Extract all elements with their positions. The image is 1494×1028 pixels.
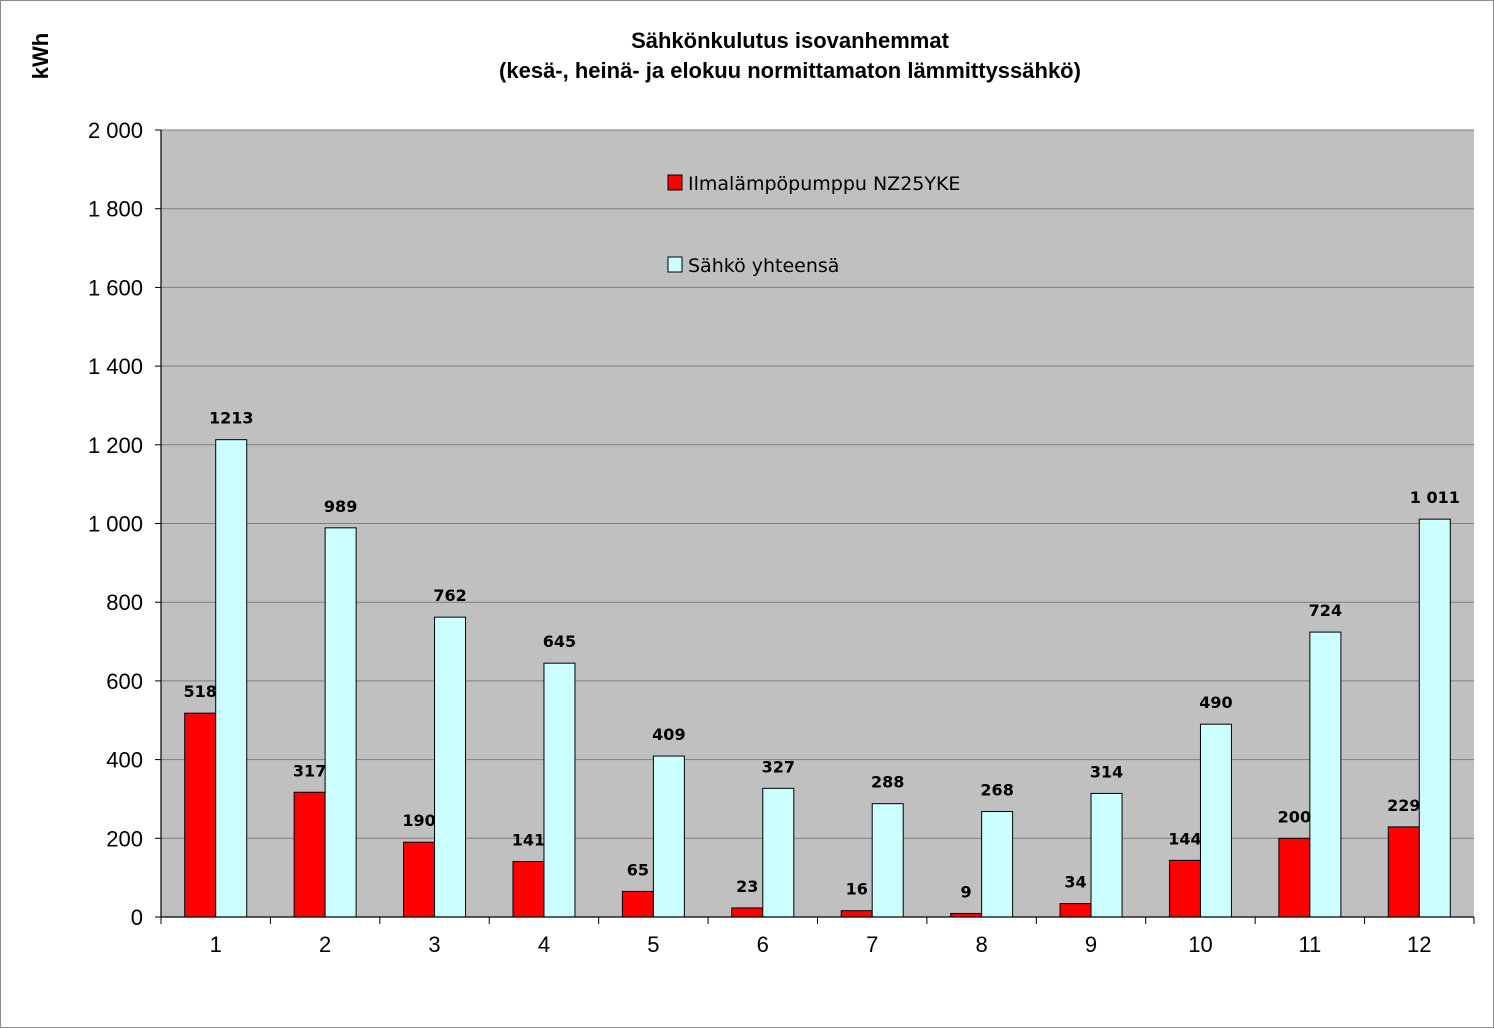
bar-ilmalampopumppu — [512, 861, 545, 918]
x-tick-label: 9 — [1085, 932, 1097, 957]
data-label: 317 — [293, 761, 326, 780]
legend-label-sahko-yhteensa: Sähkö yhteensä — [688, 255, 839, 277]
chart-title: Sähkönkulutus isovanhemmat — [631, 28, 950, 53]
data-label: 16 — [846, 880, 868, 899]
data-label: 1213 — [209, 409, 254, 428]
y-tick-label: 0 — [131, 905, 143, 930]
y-tick-label: 1 800 — [88, 197, 143, 222]
bar-ilmalampopumppu — [293, 791, 326, 918]
axes — [155, 129, 1475, 924]
bar-sahko-yhteensa — [981, 811, 1014, 918]
y-tick-label: 400 — [106, 748, 143, 773]
bar-ilmalampopumppu — [1387, 826, 1420, 918]
data-label: 314 — [1090, 762, 1123, 781]
x-tick-label: 11 — [1298, 932, 1321, 957]
data-label: 268 — [980, 781, 1013, 800]
y-tick-labels: 0 200 400 600 800 1 000 1 200 1 400 1 600 1 800 2 … — [88, 118, 143, 930]
data-label: 645 — [543, 632, 576, 651]
x-tick-label: 10 — [1188, 932, 1212, 957]
x-tick-label: 6 — [757, 932, 769, 957]
legend-swatch-ilmalampopumppu — [667, 174, 683, 191]
bar-ilmalampopumppu — [621, 890, 654, 918]
x-tick-label: 5 — [647, 932, 659, 957]
x-tick-label: 4 — [538, 932, 550, 957]
data-label: 724 — [1309, 601, 1342, 620]
data-label: 490 — [1199, 693, 1232, 712]
y-tick-label: 1 000 — [88, 512, 143, 537]
data-label: 288 — [871, 773, 904, 792]
bar-sahko-yhteensa — [1090, 792, 1123, 918]
bar-sahko-yhteensa — [652, 755, 685, 918]
x-tick-label: 2 — [319, 932, 331, 957]
data-labels: 518 1213 317 989 190 762 141 645 65 409 23 327 16 288… — [184, 409, 1460, 902]
bar-ilmalampopumppu — [840, 910, 873, 918]
data-label: 65 — [627, 860, 649, 879]
data-label: 1 011 — [1410, 488, 1460, 507]
legend-label-ilmalampopumppu: Ilmalämpöpumppu NZ25YKE — [688, 173, 960, 195]
bar-ilmalampopumppu — [731, 907, 764, 918]
data-label: 9 — [961, 882, 972, 901]
x-tick-labels: 1 2 3 4 5 6 7 8 9 10 11 12 — [210, 932, 1432, 957]
chart-subtitle: (kesä-, heinä- ja elokuu normittamaton l… — [499, 58, 1081, 83]
gridlines — [161, 129, 1474, 839]
bar-ilmalampopumppu — [184, 712, 217, 918]
y-tick-label: 1 600 — [88, 275, 143, 300]
x-tick-label: 1 — [210, 932, 222, 957]
bar-sahko-yhteensa — [434, 616, 467, 918]
bar-ilmalampopumppu — [1278, 837, 1311, 918]
data-label: 989 — [324, 497, 357, 516]
data-label: 144 — [1168, 829, 1201, 848]
bar-sahko-yhteensa — [215, 439, 248, 918]
data-label: 409 — [652, 725, 685, 744]
data-label: 200 — [1278, 807, 1311, 826]
x-tick-label: 12 — [1407, 932, 1431, 957]
data-label: 141 — [512, 831, 545, 850]
y-tick-label: 600 — [106, 669, 143, 694]
data-label: 190 — [402, 811, 435, 830]
bar-ilmalampopumppu — [403, 841, 436, 918]
x-tick-label: 3 — [428, 932, 440, 957]
legend: Ilmalämpöpumppu NZ25YKE Sähkö yhteensä — [667, 173, 960, 277]
data-label: 762 — [433, 586, 466, 605]
y-axis-label: kWh — [28, 33, 53, 79]
bar-sahko-yhteensa — [871, 803, 904, 918]
y-tick-label: 1 200 — [88, 433, 143, 458]
bar-sahko-yhteensa — [1199, 723, 1232, 918]
bar-ilmalampopumppu — [1168, 859, 1201, 918]
data-label: 229 — [1387, 796, 1420, 815]
y-tick-label: 2 000 — [88, 118, 143, 143]
y-tick-label: 200 — [106, 826, 143, 851]
x-tick-label: 7 — [866, 932, 878, 957]
y-tick-label: 1 400 — [88, 354, 143, 379]
legend-swatch-sahko-yhteensa — [667, 256, 683, 273]
bar-sahko-yhteensa — [1418, 518, 1451, 918]
data-label: 518 — [184, 682, 217, 701]
bar-ilmalampopumppu — [1059, 903, 1092, 918]
bars — [184, 439, 1451, 918]
y-tick-label: 800 — [106, 590, 143, 615]
data-label: 327 — [762, 757, 795, 776]
bar-sahko-yhteensa — [1309, 631, 1342, 918]
data-label: 34 — [1064, 873, 1086, 892]
bar-sahko-yhteensa — [762, 787, 795, 918]
data-label: 23 — [736, 877, 758, 896]
x-tick-label: 8 — [976, 932, 988, 957]
bar-sahko-yhteensa — [324, 527, 357, 918]
bar-sahko-yhteensa — [543, 662, 576, 918]
